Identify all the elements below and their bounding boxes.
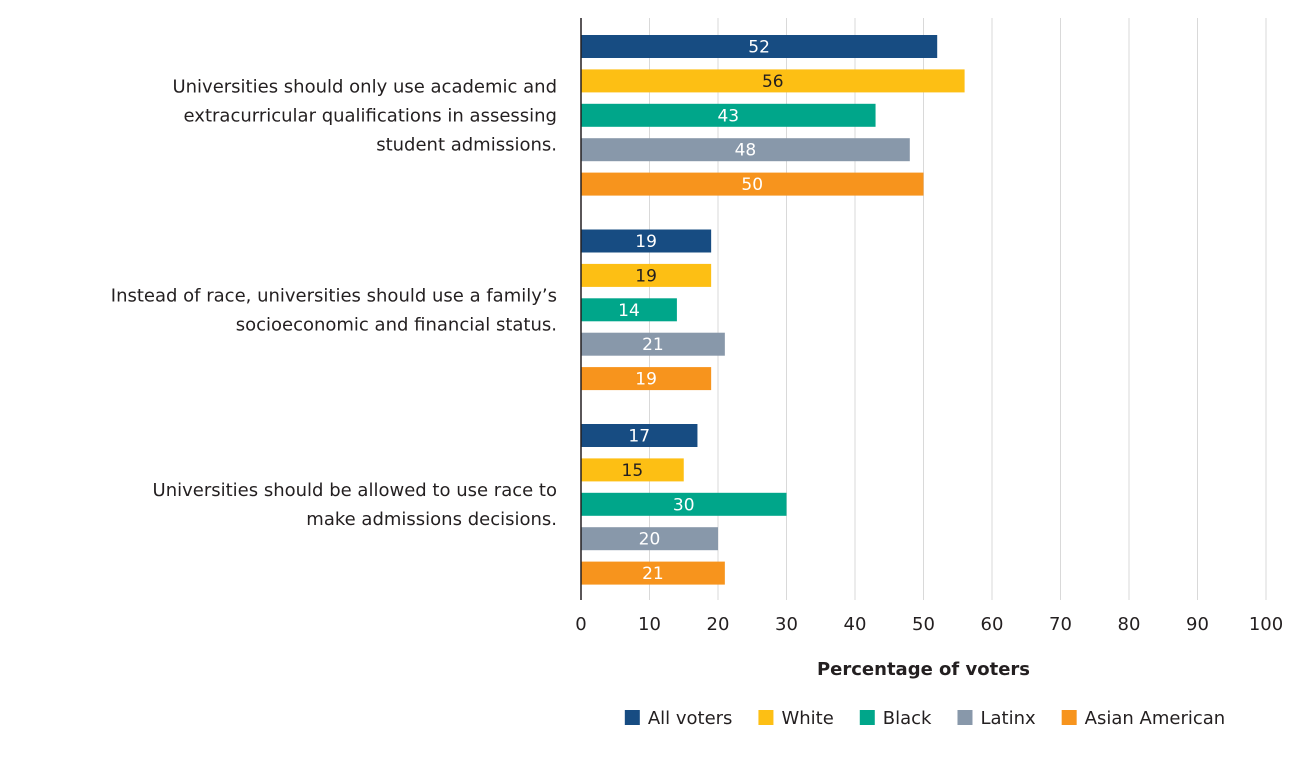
- bar-group: 17 15 30 20 21: [581, 424, 787, 585]
- bar-value-label: 21: [642, 335, 664, 355]
- bar-value-label: 43: [717, 106, 739, 126]
- bar-value-label: 50: [741, 175, 763, 195]
- legend-label: All voters: [648, 708, 733, 729]
- x-tick-label: 10: [638, 614, 661, 635]
- bar: [581, 527, 718, 551]
- bar-value-label: 48: [735, 141, 757, 161]
- x-tick-label: 20: [707, 614, 730, 635]
- bar-value-label: 17: [628, 427, 650, 447]
- bar: [581, 138, 910, 162]
- x-axis-title: Percentage of voters: [817, 659, 1030, 680]
- category-label-line: socioeconomic and financial status.: [236, 314, 557, 335]
- category-label-line: make admissions decisions.: [306, 509, 557, 530]
- bar-value-label: 20: [639, 530, 661, 550]
- bar: [581, 69, 965, 93]
- x-tick-label: 80: [1118, 614, 1141, 635]
- category-label-line: extracurricular qualifications in assess…: [184, 105, 557, 126]
- legend-swatch: [859, 710, 875, 725]
- bar-value-label: 15: [622, 461, 644, 481]
- legend: All voters White Black Latinx Asian American: [624, 708, 1226, 729]
- category-label-line: Universities should only use academic an…: [172, 76, 557, 97]
- bar-value-label: 30: [673, 495, 695, 515]
- legend-item: White: [758, 708, 834, 729]
- bar: [581, 229, 712, 253]
- bar-value-label: 56: [762, 72, 784, 92]
- x-tick-label: 50: [912, 614, 935, 635]
- category-label: Instead of race, universities should use…: [111, 285, 557, 335]
- legend-swatch: [758, 710, 774, 725]
- category-label-line: Instead of race, universities should use…: [111, 285, 557, 306]
- legend-item: Asian American: [1061, 708, 1226, 729]
- x-tick-label: 60: [981, 614, 1004, 635]
- legend-label: White: [781, 708, 833, 729]
- bar-value-label: 19: [635, 266, 657, 286]
- legend-label: Latinx: [980, 708, 1036, 729]
- x-axis-ticks: 0 10 20 30 40 50 60 70 80 90 100: [575, 614, 1283, 635]
- legend-label: Black: [883, 708, 932, 729]
- bar: [581, 263, 712, 287]
- bar-value-label: 19: [635, 232, 657, 252]
- legend-item: All voters: [624, 708, 733, 729]
- bar: [581, 172, 924, 196]
- bar: [581, 561, 725, 585]
- x-tick-label: 0: [575, 614, 586, 635]
- x-tick-label: 100: [1249, 614, 1283, 635]
- legend-label: Asian American: [1085, 708, 1226, 729]
- bar-value-label: 19: [635, 370, 657, 390]
- bar: [581, 35, 938, 58]
- category-labels: Universities should only use academic an…: [111, 76, 557, 530]
- legend-swatch: [624, 710, 640, 725]
- legend-swatch: [957, 710, 973, 725]
- bar: [581, 424, 698, 447]
- bar-value-label: 14: [618, 301, 640, 321]
- legend-swatch: [1061, 710, 1077, 725]
- bar-value-label: 52: [748, 38, 770, 58]
- category-label: Universities should be allowed to use ra…: [153, 480, 557, 530]
- bar: [581, 367, 712, 391]
- x-tick-label: 70: [1049, 614, 1072, 635]
- x-tick-label: 90: [1186, 614, 1209, 635]
- bar-value-label: 21: [642, 564, 664, 584]
- bar: [581, 332, 725, 356]
- x-tick-label: 40: [844, 614, 867, 635]
- bar-group: 52 56 43 48 50: [581, 35, 965, 196]
- bar: [581, 103, 876, 127]
- bar: [581, 492, 787, 516]
- legend-item: Black: [859, 708, 932, 729]
- category-label-line: student admissions.: [376, 134, 557, 155]
- x-tick-label: 30: [775, 614, 798, 635]
- category-label: Universities should only use academic an…: [172, 76, 557, 155]
- bar: [581, 458, 684, 482]
- category-label-line: Universities should be allowed to use ra…: [153, 480, 557, 501]
- legend-item: Latinx: [957, 708, 1036, 729]
- bar: [581, 298, 677, 322]
